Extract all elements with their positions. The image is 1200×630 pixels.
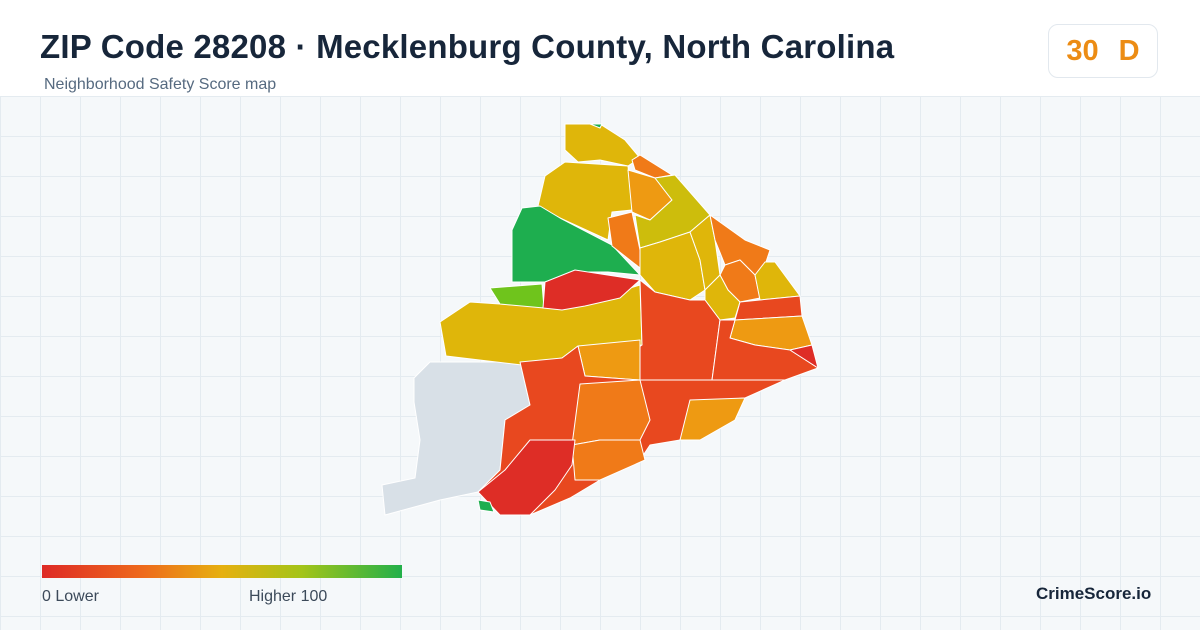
page-title: ZIP Code 28208 · Mecklenburg County, Nor…	[40, 28, 895, 65]
region-southwest-red[interactable]	[477, 439, 576, 516]
region-center-darkorange[interactable]	[577, 339, 641, 381]
region-south-orange-a[interactable]	[571, 379, 651, 446]
page-subtitle: Neighborhood Safety Score map	[44, 76, 277, 93]
region-south-orange-c[interactable]	[679, 397, 746, 441]
legend-min-label: 0 Lower	[42, 588, 99, 605]
region-green-west[interactable]	[511, 205, 641, 283]
region-southwest-green[interactable]	[477, 499, 495, 513]
score-grade: D	[1118, 34, 1140, 67]
region-east-red[interactable]	[734, 295, 803, 321]
region-north-top[interactable]	[564, 123, 641, 167]
safety-score-card: 30 D	[1048, 24, 1158, 78]
region-north-sliver[interactable]	[589, 123, 603, 129]
region-south-orange-b[interactable]	[571, 439, 646, 481]
region-red-central[interactable]	[542, 269, 641, 311]
legend-color-bar	[42, 565, 402, 578]
legend-max-label: Higher 100	[249, 588, 328, 605]
region-east-mustard[interactable]	[754, 261, 801, 301]
brand-logo-text[interactable]: CrimeScore.io	[1036, 584, 1152, 603]
header: ZIP Code 28208 · Mecklenburg County, Nor…	[0, 0, 1200, 96]
score-value: 30	[1066, 34, 1099, 67]
region-east-red-tip[interactable]	[789, 344, 819, 369]
